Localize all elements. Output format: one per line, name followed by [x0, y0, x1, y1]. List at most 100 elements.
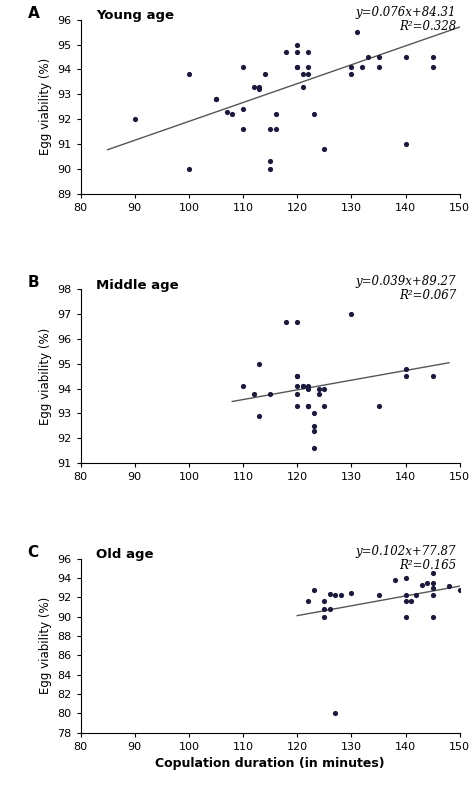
Point: [402, 595, 410, 607]
Point: [358, 61, 366, 74]
Point: [364, 51, 372, 63]
Text: y=0.039x+89.27: y=0.039x+89.27: [356, 276, 456, 288]
X-axis label: Copulation duration (in minutes): Copulation duration (in minutes): [155, 757, 385, 770]
Text: R²=0.165: R²=0.165: [399, 558, 456, 572]
Point: [407, 595, 415, 607]
Point: [293, 387, 301, 400]
Point: [261, 68, 269, 81]
Point: [212, 93, 220, 105]
Point: [429, 577, 437, 589]
Point: [266, 123, 274, 135]
Point: [266, 155, 274, 168]
Point: [320, 143, 328, 155]
Point: [239, 103, 247, 116]
Point: [283, 315, 290, 328]
Text: y=0.076x+84.31: y=0.076x+84.31: [356, 6, 456, 19]
Point: [347, 308, 355, 321]
Text: B: B: [27, 276, 39, 291]
Point: [293, 370, 301, 383]
Point: [293, 380, 301, 393]
Text: A: A: [27, 6, 39, 21]
Point: [423, 577, 431, 589]
Point: [315, 387, 323, 400]
Point: [255, 357, 263, 370]
Point: [402, 51, 410, 63]
Point: [228, 108, 236, 120]
Point: [293, 46, 301, 59]
Point: [402, 572, 410, 584]
Point: [310, 425, 317, 437]
Point: [255, 83, 263, 96]
Point: [413, 589, 420, 602]
Point: [266, 387, 274, 400]
Y-axis label: Egg viability (%): Egg viability (%): [39, 58, 52, 155]
Point: [212, 93, 220, 105]
Point: [429, 51, 437, 63]
Point: [320, 400, 328, 413]
Point: [272, 108, 279, 120]
Point: [304, 400, 312, 413]
Point: [299, 380, 307, 393]
Y-axis label: Egg viability (%): Egg viability (%): [39, 597, 52, 695]
Point: [347, 61, 355, 74]
Point: [429, 589, 437, 602]
Point: [185, 68, 193, 81]
Point: [131, 112, 138, 125]
Point: [326, 603, 334, 615]
Point: [304, 400, 312, 413]
Y-axis label: Egg viability (%): Egg viability (%): [39, 328, 52, 425]
Point: [310, 442, 317, 455]
Point: [304, 46, 312, 59]
Point: [304, 68, 312, 81]
Point: [250, 387, 258, 400]
Point: [429, 370, 437, 383]
Point: [429, 581, 437, 594]
Point: [304, 383, 312, 395]
Point: [293, 400, 301, 413]
Point: [293, 61, 301, 74]
Point: [456, 584, 464, 596]
Point: [429, 567, 437, 580]
Point: [320, 611, 328, 623]
Point: [293, 315, 301, 328]
Point: [255, 409, 263, 422]
Point: [429, 61, 437, 74]
Point: [310, 584, 317, 596]
Point: [304, 61, 312, 74]
Point: [375, 400, 383, 413]
Point: [418, 578, 426, 591]
Point: [293, 370, 301, 383]
Point: [293, 61, 301, 74]
Point: [239, 61, 247, 74]
Point: [299, 380, 307, 393]
Point: [250, 81, 258, 93]
Text: C: C: [27, 545, 38, 560]
Point: [331, 707, 339, 720]
Point: [315, 383, 323, 395]
Point: [402, 611, 410, 623]
Point: [255, 81, 263, 93]
Point: [310, 108, 317, 120]
Point: [293, 38, 301, 51]
Point: [347, 68, 355, 81]
Point: [266, 162, 274, 175]
Point: [320, 603, 328, 615]
Point: [375, 589, 383, 602]
Point: [320, 595, 328, 607]
Text: Old age: Old age: [96, 548, 153, 562]
Point: [402, 138, 410, 150]
Point: [185, 162, 193, 175]
Point: [402, 363, 410, 375]
Point: [223, 105, 231, 118]
Point: [304, 380, 312, 393]
Point: [310, 407, 317, 420]
Point: [402, 589, 410, 602]
Text: y=0.102x+77.87: y=0.102x+77.87: [356, 545, 456, 558]
Point: [310, 420, 317, 432]
Point: [375, 51, 383, 63]
Point: [337, 589, 345, 602]
Text: R²=0.067: R²=0.067: [399, 289, 456, 303]
Point: [353, 26, 361, 39]
Point: [375, 61, 383, 74]
Point: [304, 595, 312, 607]
